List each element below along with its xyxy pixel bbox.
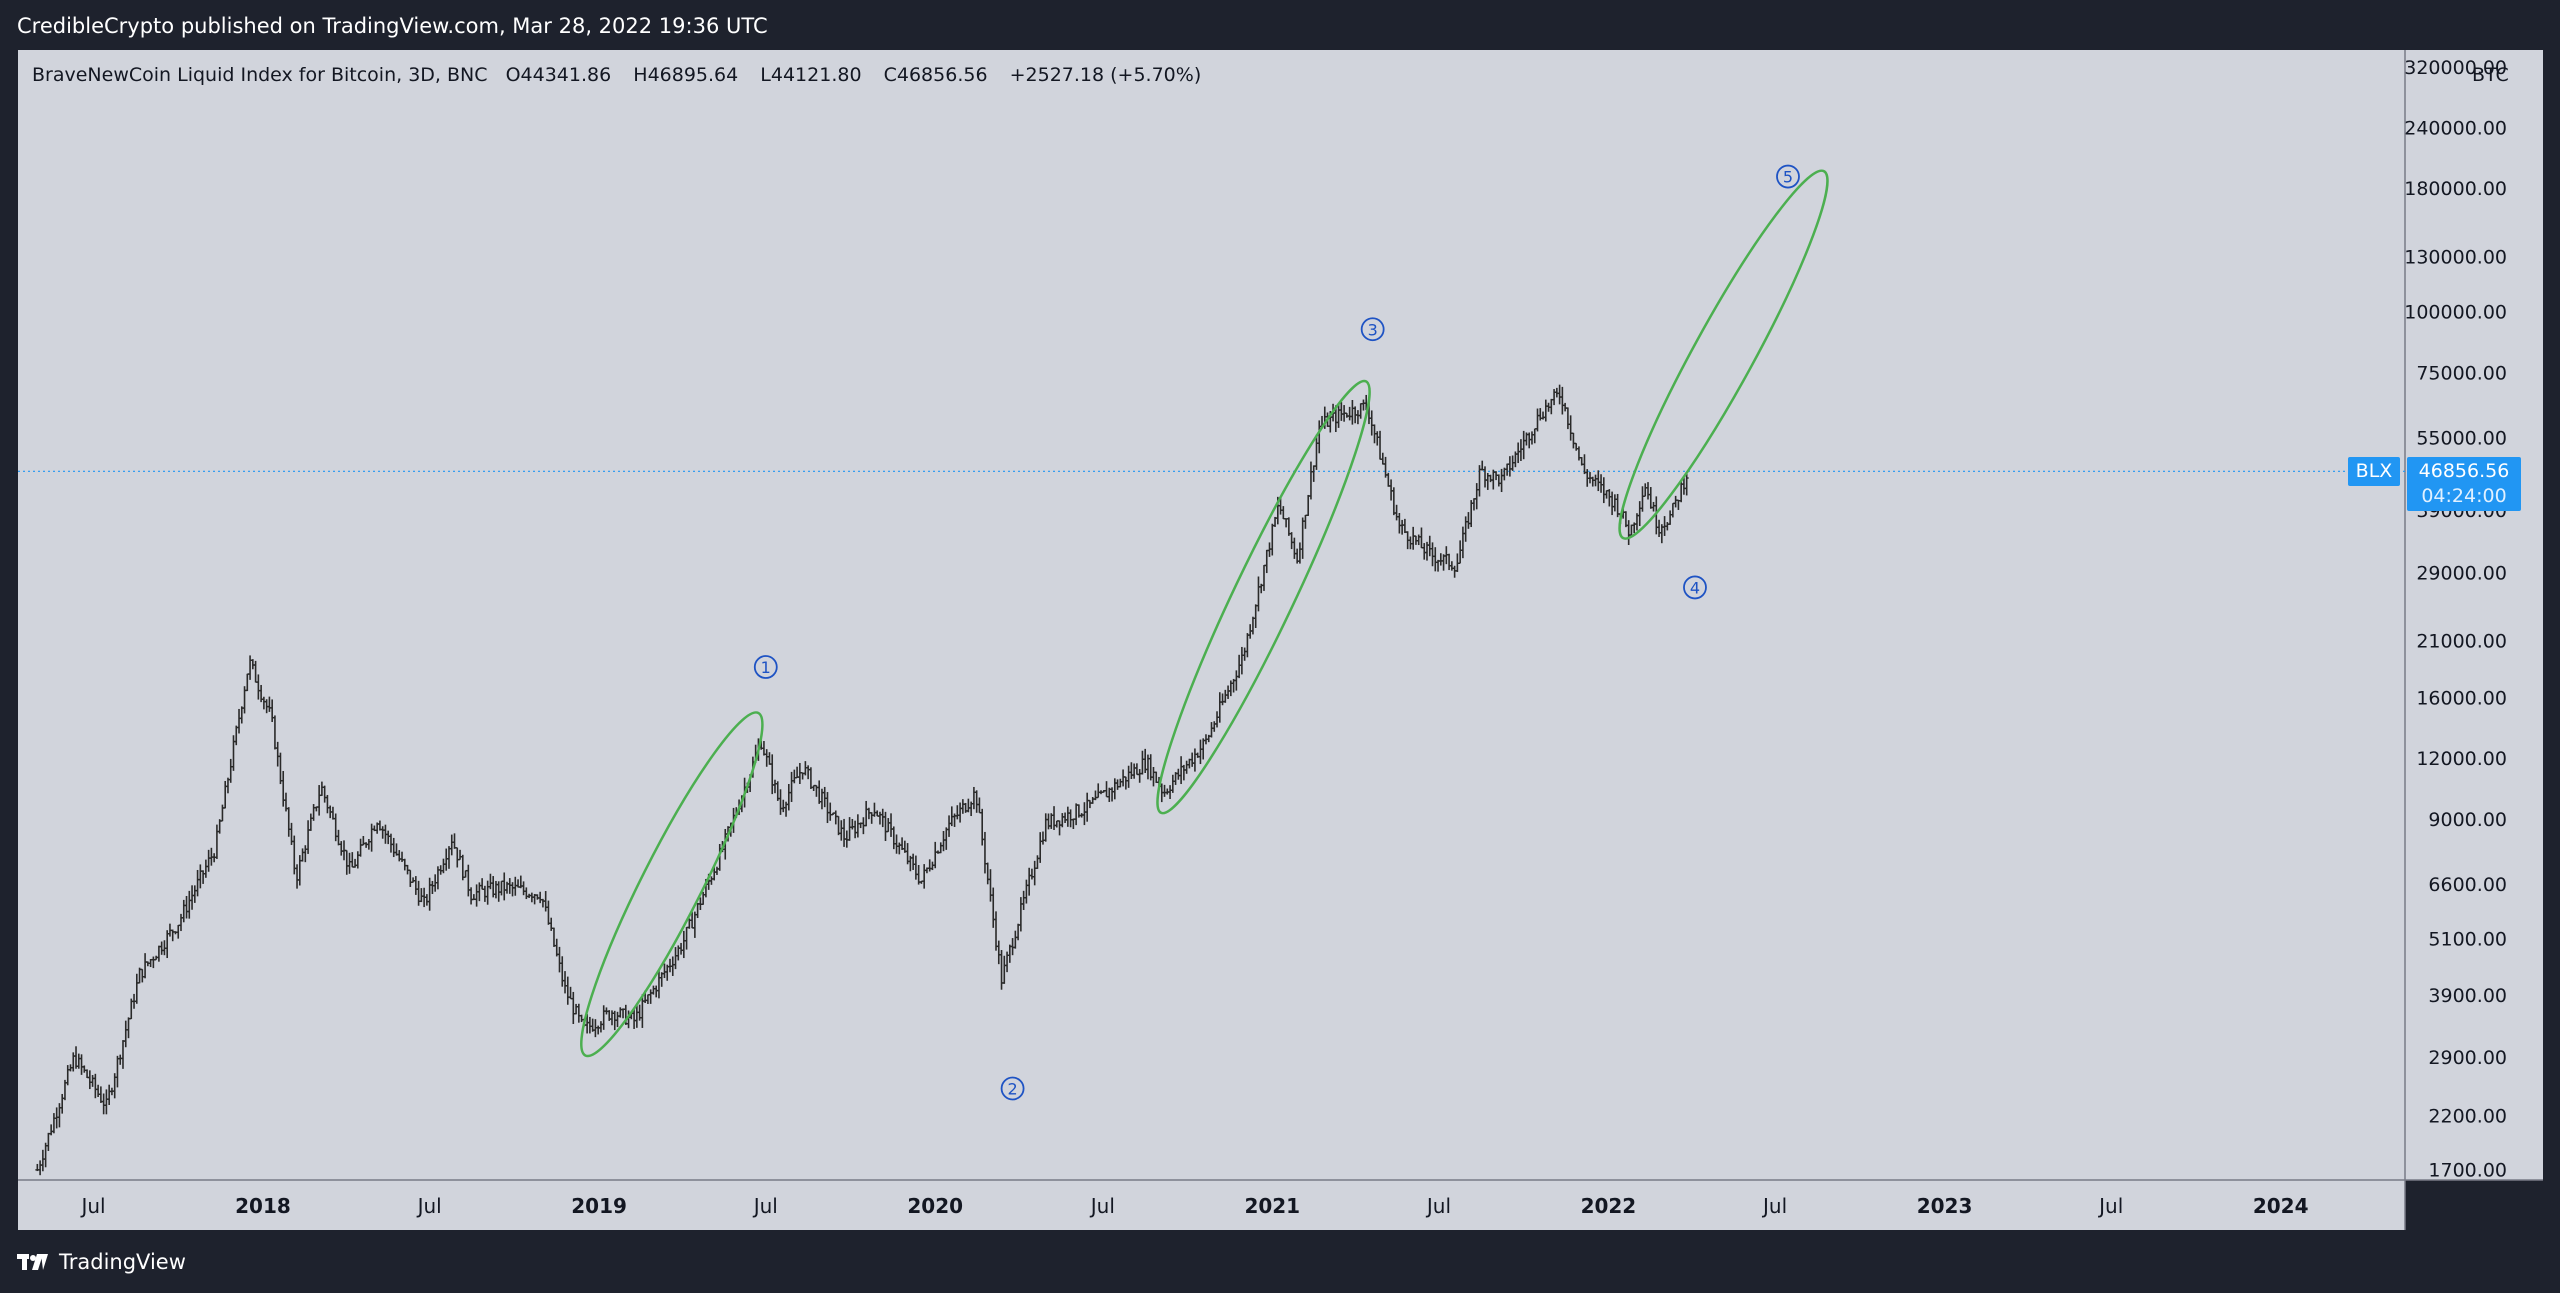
low-label: L	[760, 64, 771, 86]
change-value: +2527.18 (+5.70%)	[1009, 64, 1202, 86]
price-tick-label: 6600.00	[2428, 874, 2507, 896]
symbol-name: BraveNewCoin Liquid Index for Bitcoin, 3…	[32, 64, 488, 86]
price-tick-label: 130000.00	[2404, 246, 2507, 268]
time-tick-label: 2019	[571, 1194, 627, 1218]
time-tick-label: Jul	[416, 1194, 442, 1218]
price-axis-labels: 320000.00 240000.00 180000.00 130000.00 1000…	[2404, 57, 2507, 1182]
wave-label-2: 2	[1007, 1080, 1017, 1099]
time-axis-labels: Jul 2018 Jul 2019 Jul 2020 Jul 2021 Jul 2022 Jul 20…	[79, 1194, 2308, 1218]
high-value: 46895.64	[647, 64, 739, 86]
tradingview-logo-icon	[17, 1252, 51, 1272]
time-tick-label: Jul	[1089, 1194, 1115, 1218]
price-tick-label: 100000.00	[2404, 302, 2507, 324]
publish-header: CredibleCrypto published on TradingView.…	[0, 0, 2560, 50]
time-tick-label: Jul	[2097, 1194, 2123, 1218]
time-tick-label: Jul	[79, 1194, 105, 1218]
price-tick-label: 240000.00	[2404, 117, 2507, 139]
price-tick-label: 2900.00	[2428, 1047, 2507, 1069]
wave-label-3: 3	[1368, 320, 1378, 339]
price-tick-label: 16000.00	[2416, 688, 2507, 710]
currency-label: BTC	[2472, 64, 2509, 86]
price-tick-label: 1700.00	[2428, 1160, 2507, 1182]
low-value: 44121.80	[770, 64, 862, 86]
wave-label-circle-1	[753, 655, 778, 679]
price-tick-label: 180000.00	[2404, 178, 2507, 200]
price-scale-pane[interactable]	[2405, 50, 2543, 1180]
time-tick-label: 2024	[2253, 1194, 2309, 1218]
symbol-badge: BLX	[2348, 457, 2400, 487]
wave-label-circle-3	[1360, 317, 1385, 342]
publish-text: CredibleCrypto published on TradingView.…	[17, 14, 768, 38]
footer: TradingView	[0, 1230, 2560, 1293]
time-tick-label: 2022	[1581, 1194, 1637, 1218]
price-tick-label: 55000.00	[2416, 428, 2507, 450]
time-tick-label: Jul	[752, 1194, 778, 1218]
wave-label-circle-5	[1776, 164, 1800, 189]
wave-label-4: 4	[1690, 578, 1700, 597]
wave-ellipse-1	[580, 711, 764, 1058]
price-tick-label: 3900.00	[2428, 985, 2507, 1007]
wave-ellipses	[580, 169, 1829, 1058]
time-tick-label: 2018	[235, 1194, 291, 1218]
price-tick-label: 9000.00	[2428, 809, 2507, 831]
wave-label-1: 1	[761, 658, 771, 677]
time-tick-label: 2021	[1244, 1194, 1300, 1218]
wave-labels: 1 2 3 4 5	[753, 164, 1800, 1101]
price-tick-label: 12000.00	[2416, 748, 2507, 770]
high-label: H	[633, 64, 648, 86]
time-tick-label: Jul	[1761, 1194, 1787, 1218]
bar-countdown: 04:24:00	[2421, 485, 2507, 508]
candles	[35, 384, 1689, 1176]
tradingview-brand: TradingView	[59, 1250, 186, 1274]
wave-ellipse-3	[1618, 169, 1829, 540]
open-label: O	[505, 64, 521, 86]
current-price-tag: 46856.56 04:24:00	[2407, 457, 2521, 512]
wave-ellipse-2	[1156, 379, 1371, 815]
tradingview-logo[interactable]: TradingView	[17, 1250, 186, 1274]
time-tick-label: Jul	[1425, 1194, 1451, 1218]
price-tick-label: 21000.00	[2416, 630, 2507, 652]
time-tick-label: 2023	[1917, 1194, 1973, 1218]
price-tick-label: 320000.00	[2404, 57, 2507, 79]
wave-label-5: 5	[1783, 168, 1793, 187]
price-tick-label: 29000.00	[2416, 562, 2507, 584]
open-value: 44341.86	[520, 64, 612, 86]
price-tick-label: 2200.00	[2428, 1105, 2507, 1127]
wave-label-circle-4	[1683, 575, 1707, 600]
time-tick-label: 2020	[907, 1194, 963, 1218]
current-price-value: 46856.56	[2418, 460, 2510, 483]
close-label: C	[883, 64, 897, 86]
wave-label-circle-2	[1000, 1076, 1025, 1101]
price-tick-label: 5100.00	[2428, 928, 2507, 950]
price-tick-label: 75000.00	[2416, 362, 2507, 384]
symbol-legend: BraveNewCoin Liquid Index for Bitcoin, 3…	[32, 64, 1201, 86]
close-value: 46856.56	[896, 64, 988, 86]
